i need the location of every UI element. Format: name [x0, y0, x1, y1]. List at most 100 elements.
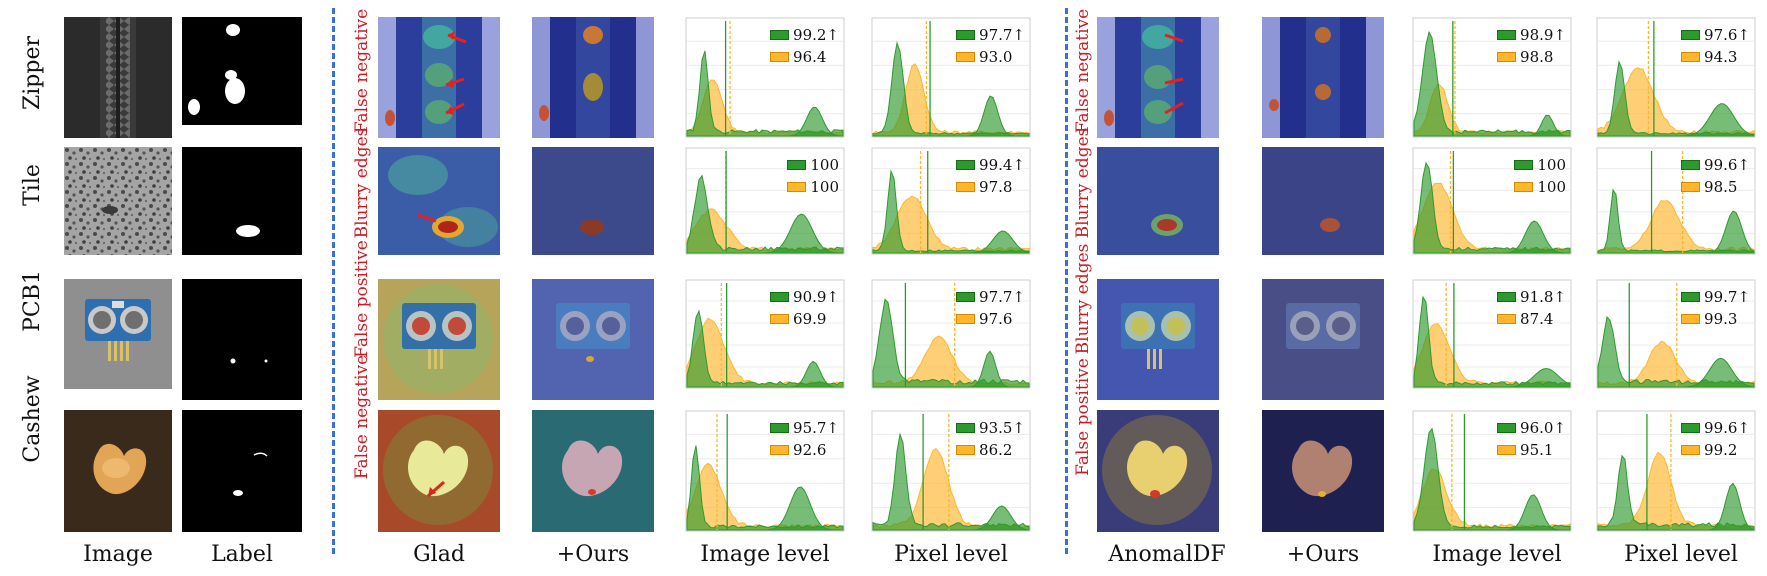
legend-baseline: 87.4 — [1497, 308, 1566, 330]
legend-baseline: 86.2 — [956, 439, 1025, 461]
legend-baseline: 94.3 — [1681, 46, 1750, 68]
legend-swatch — [956, 313, 976, 324]
col-label-glad: Glad — [413, 542, 465, 567]
legend-swatch — [1681, 51, 1701, 62]
chart-canvas — [871, 279, 1031, 389]
legend-score: 92.6 — [793, 441, 827, 459]
legend-score: 99.2↑ — [793, 26, 839, 44]
legend-score: 95.1 — [1520, 441, 1554, 459]
heatmap-glad-pcb1 — [378, 279, 500, 400]
legend-ours: 100 — [787, 154, 839, 176]
legend-score: 99.4↑ — [979, 156, 1025, 174]
col-label-ours-left: +Ours — [556, 542, 630, 567]
legend-swatch — [956, 51, 976, 62]
row-label-zipper: Zipper — [20, 35, 45, 111]
legend-swatch — [770, 291, 790, 302]
legend-baseline: 99.3 — [1681, 308, 1750, 330]
chart-anomaldf-pixel-level-zipper: 97.6↑ 94.3 — [1596, 17, 1756, 138]
chart-legend: 97.7↑ 93.0 — [956, 24, 1025, 68]
chart-glad-pixel-level-cashew: 93.5↑ 86.2 — [871, 410, 1031, 532]
legend-score: 95.7↑ — [793, 419, 839, 437]
legend-ours: 98.9↑ — [1497, 24, 1566, 46]
ours-anomaly-mode — [687, 360, 844, 388]
legend-score: 99.6↑ — [1704, 156, 1750, 174]
heatmap-glad-zipper — [378, 17, 500, 138]
chart-glad-image-level-cashew: 95.7↑ 92.6 — [685, 410, 845, 532]
legend-swatch — [1681, 444, 1701, 455]
chart-legend: 91.8↑ 87.4 — [1497, 286, 1566, 330]
chart-glad-pixel-level-zipper: 97.7↑ 93.0 — [871, 17, 1031, 138]
legend-score: 100 — [810, 156, 839, 174]
chart-canvas — [1596, 410, 1756, 532]
ours-anomaly-mode — [1414, 367, 1571, 388]
failure-label-right-pcb1: Blurry edges — [1073, 243, 1093, 355]
chart-frame — [1412, 279, 1572, 389]
chart-legend: 95.7↑ 92.6 — [770, 417, 839, 461]
legend-swatch — [1681, 313, 1701, 324]
chart-legend: 90.9↑ 69.9 — [770, 286, 839, 330]
legend-baseline: 97.8 — [956, 176, 1025, 198]
chart-canvas — [1412, 147, 1572, 255]
chart-glad-image-level-zipper: 99.2↑ 96.4 — [685, 17, 845, 138]
legend-swatch — [1497, 51, 1517, 62]
heatmap-glad-cashew — [378, 410, 500, 532]
legend-ours: 97.7↑ — [956, 24, 1025, 46]
failure-label-right-zipper: False negative — [1073, 8, 1093, 134]
chart-legend: 93.5↑ 86.2 — [956, 417, 1025, 461]
legend-ours: 99.4↑ — [956, 154, 1025, 176]
legend-swatch — [1514, 159, 1534, 170]
chart-canvas — [1412, 410, 1572, 532]
chart-legend: 96.0↑ 95.1 — [1497, 417, 1566, 461]
legend-ours: 97.6↑ — [1681, 24, 1750, 46]
heatmap-ours-left-pcb1 — [532, 279, 654, 400]
chart-canvas — [685, 410, 845, 532]
chart-frame — [1596, 410, 1756, 532]
ours-anomaly-mode — [687, 486, 844, 531]
legend-ours: 90.9↑ — [770, 286, 839, 308]
divider-left — [332, 8, 335, 554]
row-label-cashew: Cashew — [20, 375, 45, 463]
ours-anomaly-mode — [1598, 357, 1755, 388]
legend-score: 97.8 — [979, 178, 1013, 196]
chart-frame — [1596, 279, 1756, 389]
legend-score: 91.8↑ — [1520, 288, 1566, 306]
legend-score: 94.3 — [1704, 48, 1738, 66]
heatmap-ours-right-zipper — [1262, 17, 1384, 138]
chart-frame — [1596, 147, 1756, 255]
legend-score: 93.0 — [979, 48, 1013, 66]
legend-swatch — [956, 291, 976, 302]
chart-frame — [1596, 17, 1756, 138]
label-cashew — [182, 410, 302, 532]
legend-ours: 95.7↑ — [770, 417, 839, 439]
legend-ours: 93.5↑ — [956, 417, 1025, 439]
chart-frame — [1412, 410, 1572, 532]
chart-glad-pixel-level-pcb1: 97.7↑ 97.6 — [871, 279, 1031, 389]
chart-canvas — [1596, 279, 1756, 389]
legend-score: 97.6 — [979, 310, 1013, 328]
legend-baseline: 97.6 — [956, 308, 1025, 330]
legend-baseline: 99.2 — [1681, 439, 1750, 461]
legend-swatch — [787, 159, 807, 170]
chart-canvas — [871, 17, 1031, 138]
heatmap-ours-left-cashew — [532, 410, 654, 532]
ours-anomaly-mode — [687, 213, 844, 254]
chart-canvas — [1596, 17, 1756, 138]
legend-score: 97.7↑ — [979, 288, 1025, 306]
legend-baseline: 93.0 — [956, 46, 1025, 68]
chart-frame — [1412, 17, 1572, 138]
chart-legend: 99.6↑ 98.5 — [1681, 154, 1750, 198]
chart-canvas — [871, 410, 1031, 532]
legend-ours: 100 — [1514, 154, 1566, 176]
legend-score: 90.9↑ — [793, 288, 839, 306]
chart-anomaldf-image-level-cashew: 96.0↑ 95.1 — [1412, 410, 1572, 532]
chart-canvas — [685, 279, 845, 389]
row-label-pcb1: PCB1 — [20, 270, 45, 332]
chart-frame — [1412, 147, 1572, 255]
col-label-label: Label — [211, 542, 273, 567]
legend-score: 98.5 — [1704, 178, 1738, 196]
legend-score: 98.8 — [1520, 48, 1554, 66]
heatmap-ours-left-zipper — [532, 17, 654, 138]
chart-canvas — [1596, 147, 1756, 255]
ours-anomaly-mode — [873, 350, 1029, 388]
